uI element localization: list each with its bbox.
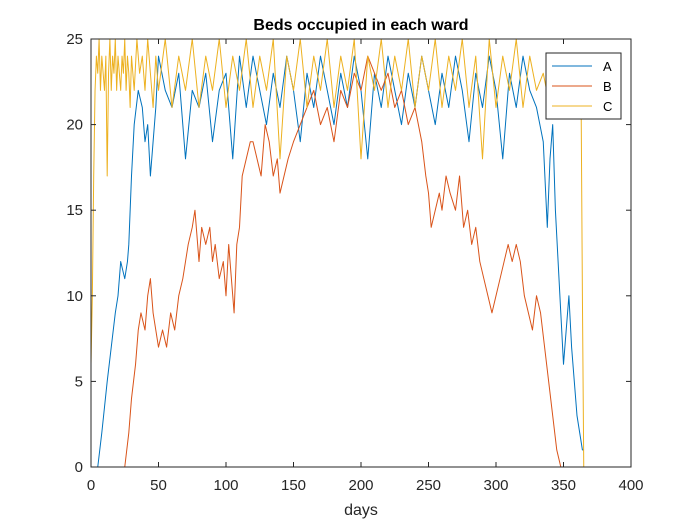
x-tick-label: 50 <box>150 477 167 494</box>
series-line-a <box>91 55 584 467</box>
y-tick-label: 20 <box>66 117 83 134</box>
y-tick-label: 15 <box>66 202 83 219</box>
y-tick-label: 10 <box>66 288 83 305</box>
x-tick-label: 0 <box>87 477 95 494</box>
x-tick-label: 400 <box>618 477 643 494</box>
x-tick-label: 100 <box>213 477 238 494</box>
x-tick-label: 250 <box>416 477 441 494</box>
series-line-c <box>91 39 585 467</box>
axes: 0 50 100 150 200 250 300 350 400 0 5 10 15 20 25 <box>66 31 643 494</box>
x-axis-label: days <box>344 502 378 519</box>
legend-label-a: A <box>603 59 612 74</box>
chart-title: Beds occupied in each ward <box>253 17 468 34</box>
x-tick-label: 350 <box>551 477 576 494</box>
x-tick-label: 300 <box>483 477 508 494</box>
legend-label-c: C <box>603 99 612 114</box>
series-group <box>91 39 585 467</box>
legend: ABC <box>545 52 622 120</box>
y-tick-label: 25 <box>66 31 83 48</box>
y-tick-label: 0 <box>75 459 83 476</box>
series-line-b <box>91 55 584 467</box>
legend-label-b: B <box>603 79 612 94</box>
plot-area <box>91 39 631 467</box>
x-tick-label: 150 <box>281 477 306 494</box>
x-tick-label: 200 <box>348 477 373 494</box>
y-tick-label: 5 <box>75 373 83 390</box>
